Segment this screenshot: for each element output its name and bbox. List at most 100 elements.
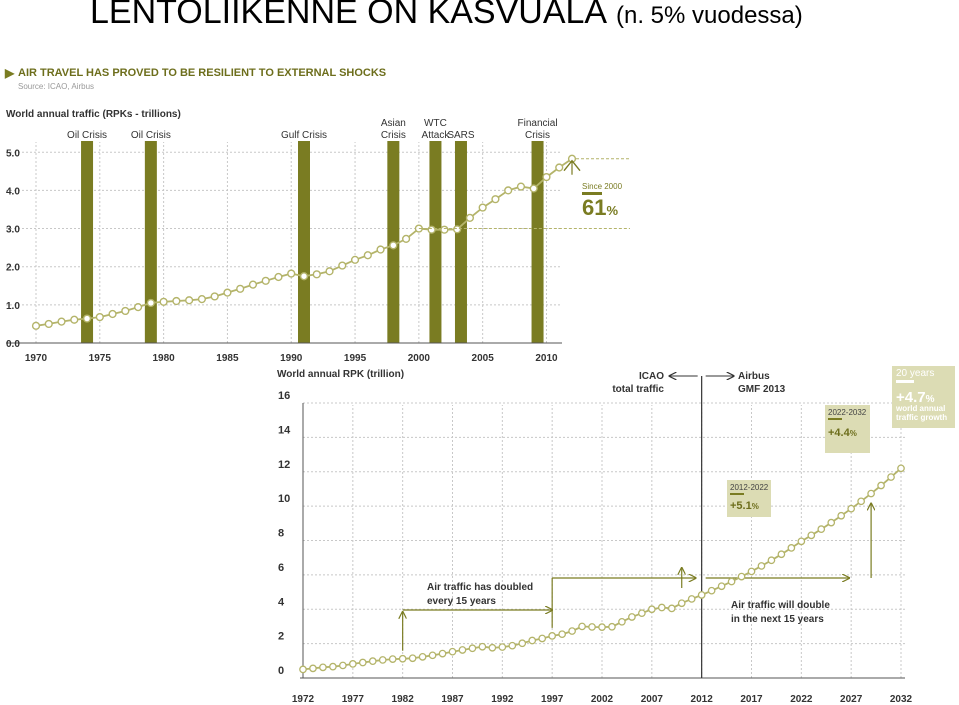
chart2-point	[348, 660, 357, 668]
chart2-x-tick: 2012	[691, 694, 714, 705]
chart1-point	[210, 292, 219, 301]
doubled-text-line-1: Air traffic has doubled	[427, 582, 533, 593]
chart2-point	[747, 567, 756, 576]
chart2-point	[588, 623, 596, 631]
chart2-x-tick: 2022	[790, 694, 813, 705]
chart2-point	[508, 641, 517, 650]
chart1-event-bar-0	[81, 141, 94, 343]
chart1-x-tick: 2010	[535, 353, 558, 364]
chart2-x-tick: 1972	[292, 694, 315, 705]
chart2-series	[299, 464, 905, 674]
chart2-y-tick: 16	[278, 390, 290, 402]
chart2-point	[837, 511, 846, 520]
chart1-point	[261, 276, 270, 285]
chart2-box-2022-2032: 2022-2032 +4.4%	[825, 405, 870, 453]
chart2-point	[478, 642, 487, 651]
will-double-text-line-2: in the next 15 years	[731, 614, 824, 625]
chart1-x-tick: 1980	[152, 353, 175, 364]
chart1-event-label: Gulf Crisis	[281, 130, 327, 141]
chart2-point	[428, 651, 437, 660]
chart1-event-bar-1	[144, 141, 157, 343]
chart2-point	[827, 518, 836, 527]
chart2-divider-label-right: GMF 2013	[738, 384, 786, 395]
chart2-point	[608, 622, 616, 631]
chart2-box-2012-2022: 2012-2022 +5.1%	[727, 480, 771, 517]
chart2-point	[558, 630, 566, 639]
chart2-point	[867, 489, 875, 498]
chart1-point	[542, 172, 551, 182]
chart1-y-tick: 4.0	[6, 186, 20, 197]
chart1-event-bar-4	[429, 141, 442, 343]
chart1-point	[478, 203, 487, 212]
chart1-point	[516, 182, 526, 191]
chart1-event-bar-5	[454, 141, 467, 343]
chart1-event-label: Oil Crisis	[131, 130, 171, 141]
chart1-series	[31, 154, 577, 330]
chart1-point	[236, 284, 245, 293]
chart2-point	[787, 544, 796, 552]
chart1-event-bar-6	[531, 141, 544, 343]
chart1-point	[82, 314, 92, 323]
will-double-text-line-1: Air traffic will double	[731, 600, 830, 611]
chart2-divider-label-left: total traffic	[612, 384, 664, 395]
chart1-y-tick: 0.0	[6, 339, 20, 350]
chart1-x-tick: 1970	[25, 353, 48, 364]
chart2-y-tick: 0	[278, 665, 284, 677]
chart2-point	[598, 623, 606, 631]
chart2-point	[757, 562, 766, 570]
chart2-y-tick: 2	[278, 631, 284, 643]
chart1-point	[108, 309, 117, 319]
chart2-divider: ICAO total traffic Airbus GMF 2013	[612, 371, 786, 678]
box-period-2012-2022: 2012-2022	[730, 483, 769, 492]
chart1-axes: 1970 1975 1980 1985 1990 1995 2000 2005 2010 0.0 1…	[6, 148, 562, 364]
chart1-event-label: SARS	[447, 130, 475, 141]
chart2-x-tick: 1987	[441, 694, 464, 705]
box-value-2012-2022: +5.1%	[730, 500, 759, 512]
chart2-point	[638, 609, 646, 618]
chart2-point	[707, 586, 716, 595]
chart2-point	[618, 617, 626, 626]
chart2-point	[897, 464, 905, 473]
chart2-x-tick: 2002	[591, 694, 614, 705]
chart2-x-tick: 1982	[392, 694, 415, 705]
chart1-point	[453, 225, 462, 234]
chart2-point	[319, 663, 327, 672]
chart2-point	[817, 525, 826, 534]
box-period-20-years: 20 years	[896, 368, 934, 379]
box-note-line-1: world annual	[895, 404, 945, 413]
chart1-event-label: WTC	[424, 118, 447, 129]
chart2-point	[468, 644, 477, 653]
chart2-x-tick: 1977	[342, 694, 365, 705]
chart2-point	[677, 599, 686, 608]
chart1-point	[338, 261, 347, 270]
chart1-events: Oil Crisis Oil Crisis Gulf CrisisAsianCris…	[67, 118, 558, 343]
chart1-point	[555, 163, 564, 172]
chart2-point	[408, 654, 417, 663]
chart1-point	[70, 315, 79, 324]
chart1-since-text: 61%	[582, 195, 618, 220]
chart2-point	[358, 658, 367, 667]
chart1-annotation: Since 2000 61%	[418, 158, 630, 230]
chart2-point	[458, 646, 467, 654]
chart1-point	[95, 312, 104, 322]
chart1-point	[223, 288, 232, 297]
chart2-y-tick: 4	[278, 596, 285, 608]
chart2-point	[548, 632, 557, 640]
chart2-divider-label-left: ICAO	[639, 371, 664, 382]
chart2-x-tick: 1992	[491, 694, 514, 705]
chart2-point	[777, 550, 786, 559]
chart2-point	[528, 636, 537, 645]
chart2-grid	[302, 402, 905, 678]
box-value-2022-2032: +4.4%	[828, 427, 857, 439]
chart1-point	[57, 317, 66, 326]
chart2-point	[807, 531, 816, 540]
chart1-point	[427, 225, 436, 234]
chart2-axes: 1972 1977 1982 1987 1992 1997 2002 2007 2012 2017…	[278, 390, 913, 705]
chart1-since-bar	[582, 192, 602, 195]
chart1-point	[376, 245, 385, 254]
chart1-point	[274, 272, 283, 282]
chart1-event-label: Attack	[422, 130, 451, 141]
chart1-point	[197, 295, 207, 304]
doubled-text-line-2: every 15 years	[427, 596, 496, 607]
